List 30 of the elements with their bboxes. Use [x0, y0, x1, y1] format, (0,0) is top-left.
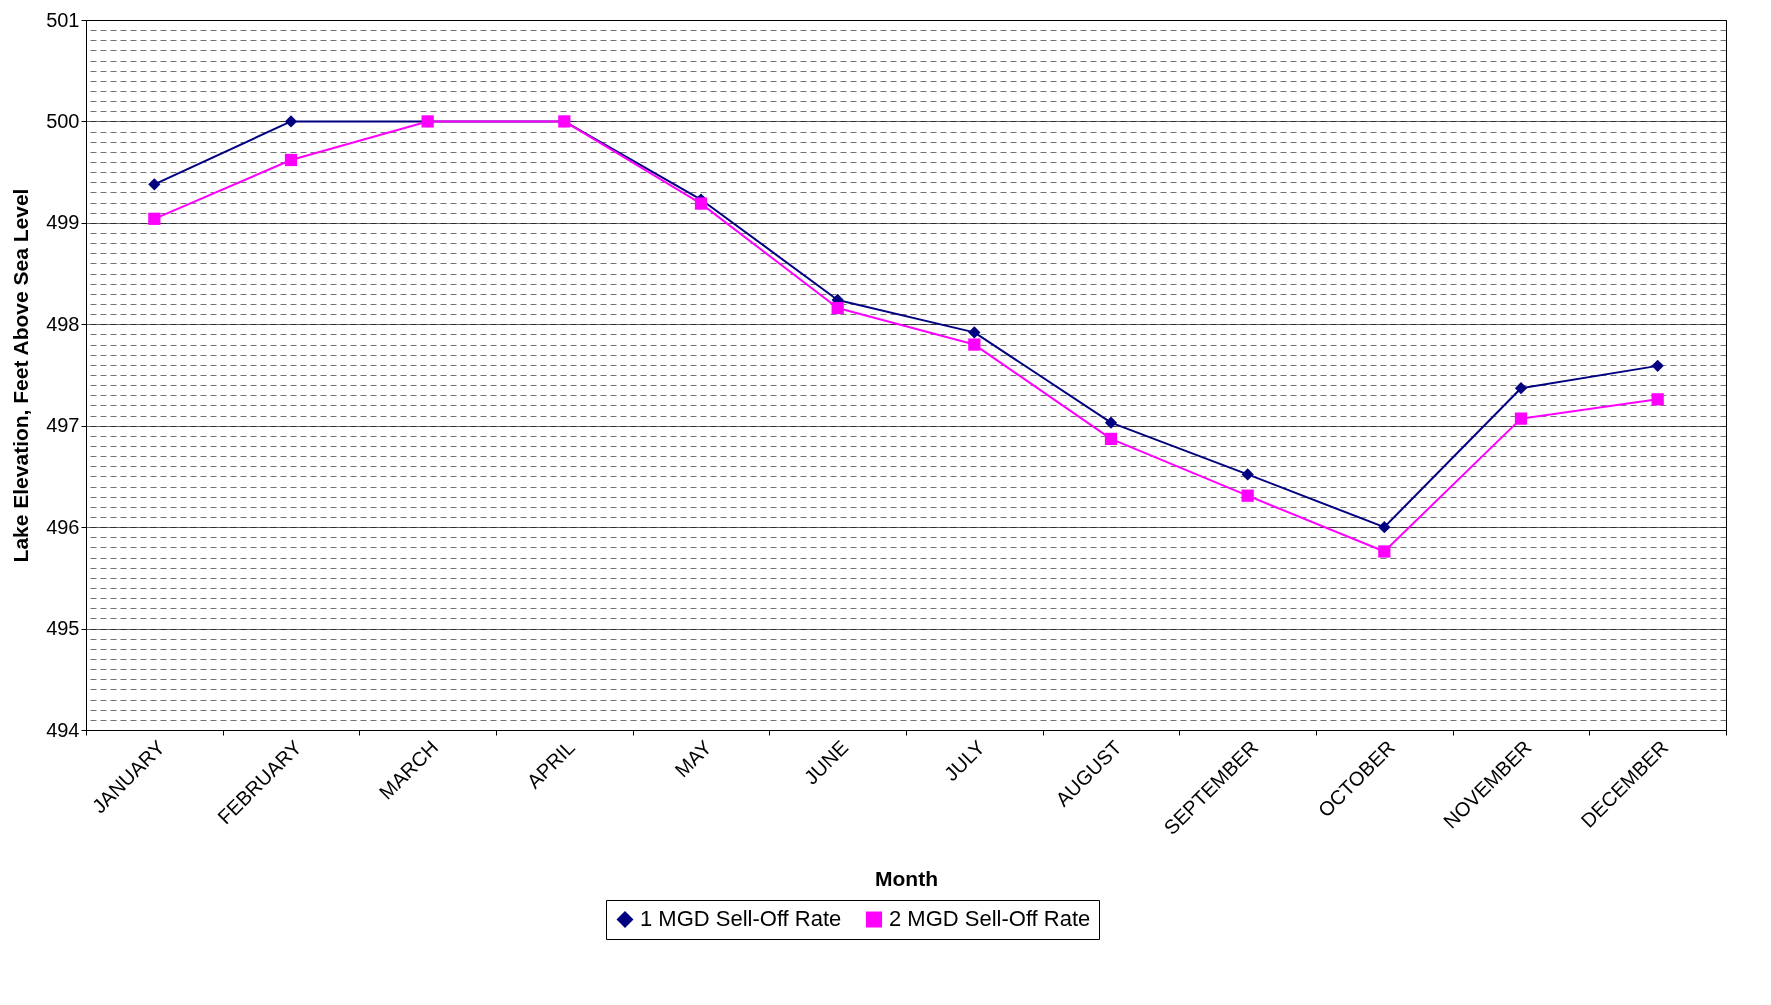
y-tick-label: 499 — [46, 211, 80, 234]
y-tick-label: 497 — [46, 414, 80, 437]
point — [831, 301, 844, 315]
point — [1514, 412, 1528, 425]
point — [148, 178, 161, 191]
point — [284, 115, 298, 128]
y-tick-label: 494 — [46, 718, 80, 741]
y-tick-label: 500 — [46, 109, 80, 132]
point — [968, 338, 981, 351]
point — [1241, 489, 1254, 502]
point — [1651, 393, 1664, 406]
point — [1104, 432, 1118, 446]
x-axis-title: Month — [875, 866, 938, 890]
point — [1514, 382, 1528, 395]
point — [1241, 468, 1254, 481]
point — [1378, 521, 1391, 534]
point — [694, 197, 708, 210]
y-tick-label: 495 — [46, 617, 80, 640]
point — [284, 153, 298, 167]
y-axis-title: Lake Elevation, Feet Above Sea Level — [9, 188, 33, 563]
y-tick-label: 498 — [46, 312, 80, 335]
point — [1104, 416, 1118, 429]
legend-label: 2 MGD Sell-Off Rate — [889, 906, 1091, 932]
y-tick-label: 496 — [46, 515, 80, 538]
point — [148, 212, 161, 225]
point — [1378, 545, 1391, 558]
y-tick-label: 501 — [46, 8, 80, 31]
point — [968, 326, 981, 339]
legend-label: 1 MGD Sell-Off Rate — [640, 906, 842, 932]
point — [1651, 359, 1664, 372]
